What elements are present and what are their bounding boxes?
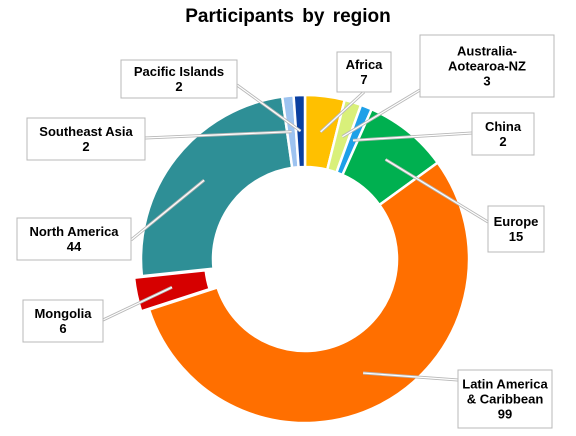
data-label-name: Mongolia [34, 306, 92, 321]
leader-line-north-america [130, 179, 205, 241]
chart-title: Participants by region [185, 6, 391, 27]
data-label-value: 6 [59, 321, 66, 336]
data-label-name: Africa [346, 57, 384, 72]
data-label-value: 2 [499, 134, 506, 149]
data-label-name: Europe [494, 214, 539, 229]
data-label-box [336, 51, 392, 93]
data-label-value: 2 [82, 139, 89, 154]
leader-line-china [352, 132, 473, 141]
data-label-value: 99 [498, 407, 512, 422]
data-label-name: Pacific Islands [134, 64, 224, 79]
data-label-name: Southeast Asia [39, 124, 133, 139]
slice-north-america [139, 95, 294, 278]
leader-line-europe [385, 159, 489, 223]
data-label-value: 2 [175, 79, 182, 94]
slice-latin-america-and-caribbean [147, 160, 471, 425]
data-label-name: Latin America [462, 377, 548, 392]
data-label-value: 3 [483, 74, 490, 89]
leader-line-australia-aotearoa-nz [342, 89, 421, 138]
data-label-box [487, 205, 545, 253]
data-label-australia-aotearoa-nz: Australia-Aotearoa-NZ3 [419, 34, 555, 98]
data-label-name: Aotearoa-NZ [448, 59, 526, 74]
data-label-box [16, 217, 132, 261]
data-label-box [419, 34, 555, 98]
data-label-value: 15 [509, 229, 523, 244]
data-label-name: Australia- [457, 44, 517, 59]
callouts-group: Africa7Australia-Aotearoa-NZ3China2Europ… [16, 34, 555, 429]
data-label-name: North America [29, 224, 119, 239]
leader-line-pacific-islands [236, 84, 301, 132]
leader-lines-group [102, 83, 489, 382]
leader-line-mongolia [102, 286, 173, 321]
slices-group [132, 93, 471, 425]
data-label-box [26, 117, 146, 161]
leader-line-latin-america-and-caribbean [363, 372, 459, 381]
leader-line-southeast-asia [144, 131, 292, 139]
data-label-value: 7 [360, 72, 367, 87]
data-label-box [457, 369, 553, 429]
data-label-box [22, 299, 104, 343]
leader-line-africa [320, 91, 365, 133]
data-label-box [120, 59, 238, 99]
data-label-name: & Caribbean [467, 392, 544, 407]
data-label-name: China [485, 119, 522, 134]
data-label-value: 44 [67, 239, 82, 254]
data-label-box [471, 112, 535, 156]
